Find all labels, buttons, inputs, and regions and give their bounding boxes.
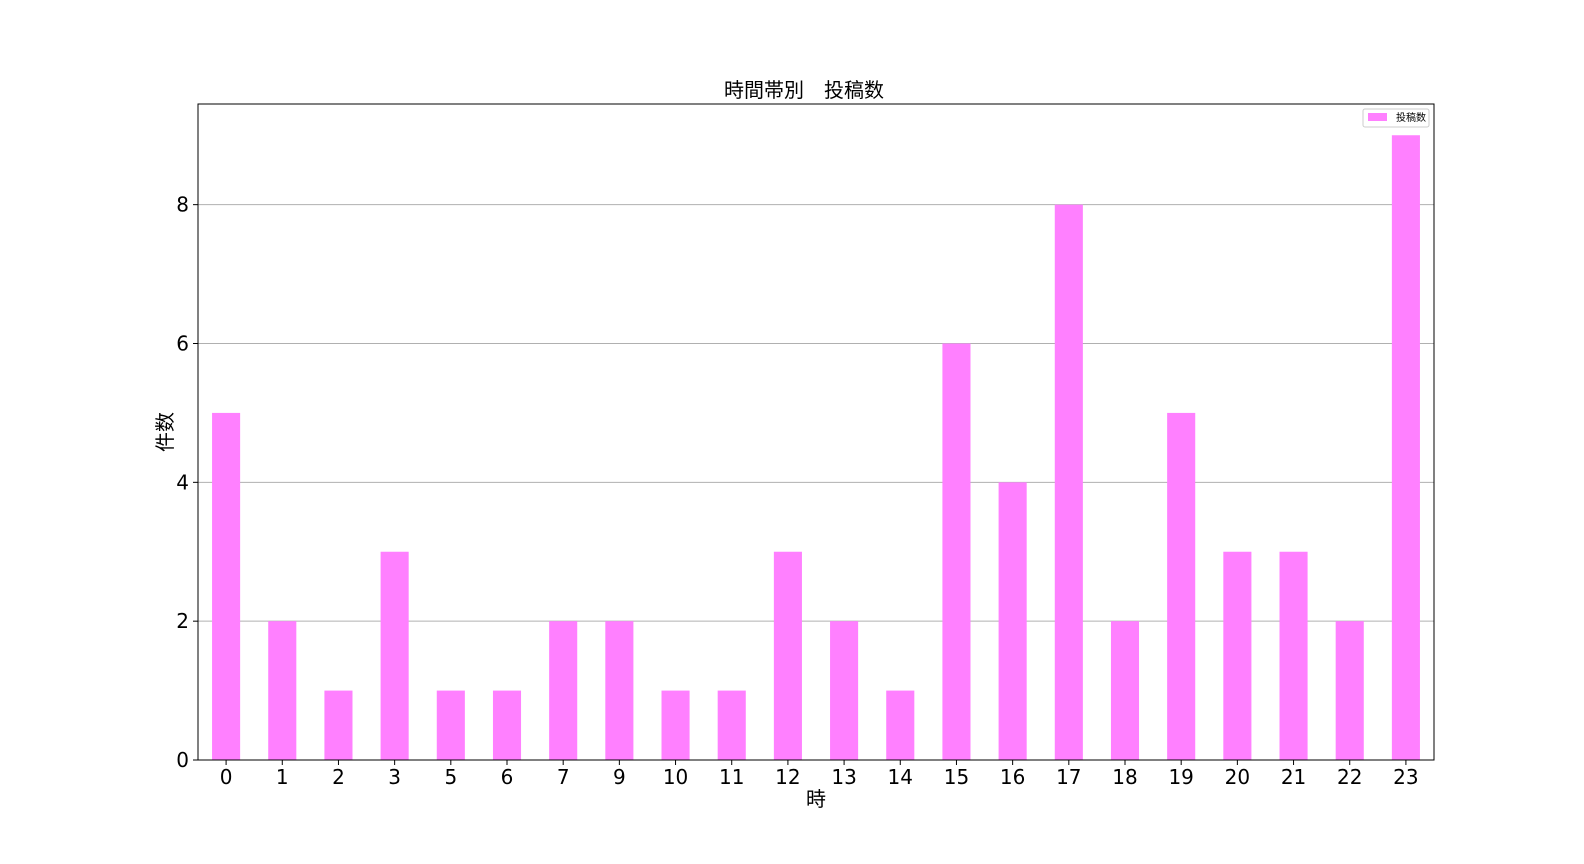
x-tick-label: 5: [444, 765, 457, 789]
legend-label: 投稿数: [1396, 111, 1426, 124]
bar-1: [268, 621, 297, 760]
bars: [212, 135, 1420, 761]
bar-14: [886, 690, 915, 760]
bar-18: [1110, 621, 1140, 760]
x-tick-label: 9: [613, 765, 626, 789]
x-tick-label: 19: [1168, 765, 1193, 789]
x-tick-label: 22: [1337, 765, 1362, 789]
x-tick-label: 3: [388, 765, 401, 789]
bar-2: [324, 690, 353, 760]
bar-5: [436, 690, 465, 760]
x-tick-label: 13: [831, 765, 856, 789]
bar-21: [1279, 551, 1308, 760]
y-axis-label: 件数: [153, 412, 177, 452]
legend: 投稿数: [1362, 108, 1430, 128]
y-tick-label: 0: [176, 748, 189, 772]
x-tick-label: 2: [332, 765, 345, 789]
x-tick-label: 18: [1112, 765, 1137, 789]
y-axis: 0 2 4 6 8: [176, 193, 198, 772]
bar-12: [773, 551, 802, 760]
x-tick-label: 15: [944, 765, 969, 789]
bar-11: [717, 690, 746, 760]
bar-9: [605, 621, 634, 760]
x-tick-label: 16: [1000, 765, 1025, 789]
bar-17: [1054, 204, 1083, 761]
x-tick-label: 7: [557, 765, 570, 789]
bar-13: [830, 621, 859, 760]
x-tick-label: 11: [719, 765, 744, 789]
x-tick-label: 20: [1225, 765, 1250, 789]
x-tick-label: 6: [501, 765, 514, 789]
bar-7: [549, 621, 578, 760]
bar-3: [380, 551, 409, 760]
x-tick-label: 0: [220, 765, 233, 789]
x-axis: 0 1 2 3 5 6 7 9 10 11 12 13 14 15 16 17 18 19 20 21 22 23: [220, 760, 1419, 789]
bar-22: [1335, 621, 1364, 760]
y-tick-label: 6: [176, 331, 189, 355]
y-tick-label: 8: [176, 193, 189, 217]
x-axis-label: 時: [806, 787, 826, 811]
bar-19: [1167, 412, 1196, 760]
bar-20: [1223, 551, 1252, 760]
legend-swatch: [1368, 113, 1387, 121]
x-tick-label: 21: [1281, 765, 1306, 789]
x-tick-label: 1: [276, 765, 289, 789]
plot-frame: [197, 103, 1435, 761]
x-tick-label: 10: [663, 765, 688, 789]
y-tick-label: 2: [176, 609, 189, 633]
chart-title: 時間帯別 投稿数: [724, 78, 884, 102]
bar-23: [1391, 135, 1420, 760]
bar-10: [661, 690, 690, 760]
bar-6: [492, 690, 522, 760]
x-tick-label: 12: [775, 765, 800, 789]
x-tick-label: 14: [888, 765, 913, 789]
bar-0: [212, 412, 241, 760]
x-tick-label: 23: [1393, 765, 1418, 789]
bar-15: [942, 343, 971, 760]
y-tick-label: 4: [176, 470, 189, 494]
x-tick-label: 17: [1056, 765, 1081, 789]
bar-16: [998, 482, 1027, 760]
